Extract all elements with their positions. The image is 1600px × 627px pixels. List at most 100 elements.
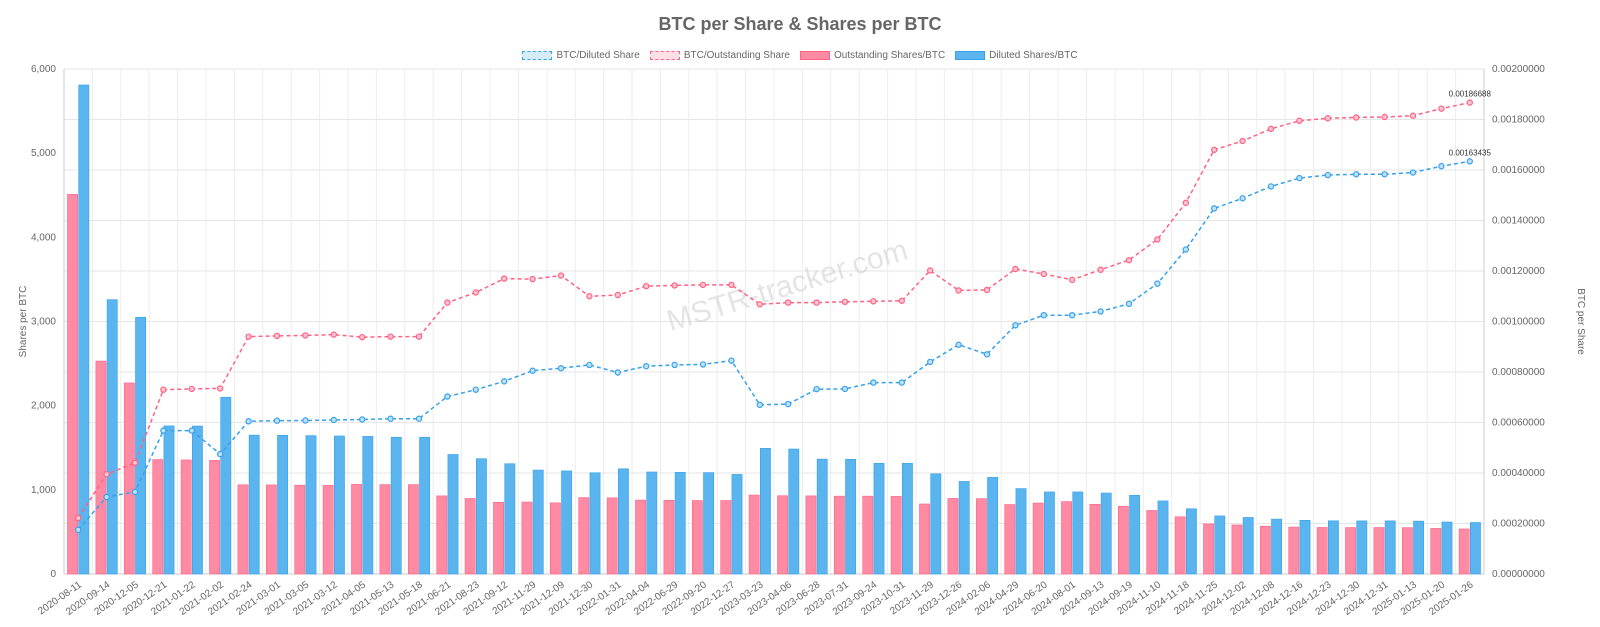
legend-swatch-outstanding-shares <box>800 51 830 60</box>
bar-outstanding-shares <box>123 382 135 575</box>
right-tick-label: 0.00180000 <box>1492 115 1545 126</box>
legend-swatch-btc-outstanding <box>649 51 680 60</box>
chart-title: BTC per Share & Shares per BTC <box>658 14 942 34</box>
point-btc-diluted <box>359 416 366 423</box>
bar-outstanding-shares <box>1061 501 1072 575</box>
point-btc-outstanding <box>614 291 622 299</box>
point-btc-diluted <box>1409 169 1417 176</box>
bar-outstanding-shares <box>1430 528 1442 575</box>
data-label-btc-outstanding: 0.00186688 <box>1449 90 1492 99</box>
point-btc-diluted <box>1040 311 1048 319</box>
bar-outstanding-shares <box>67 194 78 575</box>
point-btc-diluted <box>898 379 906 386</box>
bar-diluted-shares <box>163 425 175 575</box>
point-btc-outstanding <box>699 281 707 289</box>
legend-label-btc-outstanding: BTC/Outstanding Share <box>683 50 790 61</box>
point-btc-diluted <box>671 361 678 369</box>
bar-diluted-shares <box>845 458 857 575</box>
point-btc-diluted <box>1182 246 1190 253</box>
left-tick-label: 3,000 <box>31 317 56 328</box>
bar-outstanding-shares <box>464 498 476 575</box>
point-btc-outstanding <box>359 333 366 341</box>
bar-diluted-shares <box>589 472 601 575</box>
bar-diluted-shares <box>759 448 771 575</box>
bar-diluted-shares <box>305 435 317 575</box>
bar-diluted-shares <box>248 434 260 575</box>
point-btc-outstanding <box>1012 265 1019 273</box>
point-btc-outstanding <box>841 298 849 306</box>
bar-outstanding-shares <box>1032 502 1044 575</box>
bar-outstanding-shares <box>890 496 902 575</box>
legend-item-btc-outstanding[interactable]: BTC/Outstanding Share <box>649 50 790 61</box>
point-btc-outstanding <box>955 287 962 294</box>
legend-item-btc-diluted[interactable]: BTC/Diluted Share <box>522 50 640 61</box>
right-tick-label: 0.00060000 <box>1492 418 1545 429</box>
bar-diluted-shares <box>1441 521 1453 575</box>
point-btc-outstanding <box>643 282 650 290</box>
bar-outstanding-shares <box>209 460 220 575</box>
point-btc-outstanding <box>472 289 479 296</box>
bar-diluted-shares <box>390 436 402 575</box>
point-btc-diluted <box>1466 158 1474 165</box>
bar-outstanding-shares <box>748 494 760 575</box>
bar-outstanding-shares <box>1004 504 1016 575</box>
point-btc-diluted <box>188 427 195 434</box>
bar-outstanding-shares <box>691 500 703 575</box>
bar-outstanding-shares <box>294 484 306 575</box>
point-btc-outstanding <box>898 297 906 304</box>
bar-diluted-shares <box>1157 500 1169 575</box>
point-btc-diluted <box>415 415 423 422</box>
point-btc-diluted <box>330 416 337 424</box>
bar-outstanding-shares <box>1345 527 1356 575</box>
legend-swatch-btc-diluted <box>522 51 553 60</box>
point-btc-outstanding <box>1182 199 1190 207</box>
bar-diluted-shares <box>1242 517 1254 575</box>
bar-outstanding-shares <box>919 503 931 575</box>
bar-outstanding-shares <box>1089 504 1101 575</box>
point-btc-outstanding <box>756 301 764 308</box>
bar-diluted-shares <box>333 435 345 575</box>
point-btc-diluted <box>813 385 820 393</box>
point-btc-outstanding <box>1097 266 1104 273</box>
point-btc-outstanding <box>245 333 252 340</box>
bar-outstanding-shares <box>95 360 107 575</box>
point-btc-diluted <box>955 341 962 348</box>
point-btc-diluted <box>1210 205 1218 212</box>
bar-diluted-shares <box>901 463 913 575</box>
point-btc-outstanding <box>1125 256 1133 264</box>
point-btc-outstanding <box>529 275 536 283</box>
bar-diluted-shares <box>617 468 629 575</box>
left-tick-label: 5,000 <box>31 148 56 159</box>
legend-label-diluted-shares: Diluted Shares/BTC <box>989 50 1078 61</box>
bar-diluted-shares <box>135 316 147 575</box>
left-tick-label: 1,000 <box>31 485 56 496</box>
point-btc-outstanding <box>188 385 195 393</box>
point-btc-diluted <box>74 526 82 534</box>
point-btc-outstanding <box>74 514 82 522</box>
bar-diluted-shares <box>987 477 999 575</box>
legend: BTC/Diluted Share BTC/Outstanding Share … <box>0 50 1600 61</box>
bar-diluted-shares <box>1384 520 1396 575</box>
point-btc-outstanding <box>415 333 423 340</box>
bar-outstanding-shares <box>947 498 959 575</box>
bar-diluted-shares <box>1129 495 1141 575</box>
legend-item-outstanding-shares[interactable]: Outstanding Shares/BTC <box>800 50 945 61</box>
legend-item-diluted-shares[interactable]: Diluted Shares/BTC <box>955 50 1078 61</box>
point-btc-outstanding <box>671 282 678 289</box>
bar-diluted-shares <box>1470 522 1481 575</box>
bar-outstanding-shares <box>322 485 334 575</box>
point-btc-outstanding <box>1352 114 1360 121</box>
bar-diluted-shares <box>958 481 970 575</box>
point-btc-outstanding <box>160 386 167 393</box>
bar-diluted-shares <box>504 463 516 575</box>
point-btc-diluted <box>501 378 508 385</box>
bar-outstanding-shares <box>833 495 845 575</box>
left-tick-label: 2,000 <box>31 401 56 412</box>
point-btc-outstanding <box>387 333 394 340</box>
point-btc-diluted <box>927 358 934 366</box>
point-btc-outstanding <box>1296 117 1303 124</box>
point-btc-diluted <box>870 379 877 386</box>
bar-outstanding-shares <box>152 459 164 575</box>
bar-outstanding-shares <box>975 498 987 575</box>
